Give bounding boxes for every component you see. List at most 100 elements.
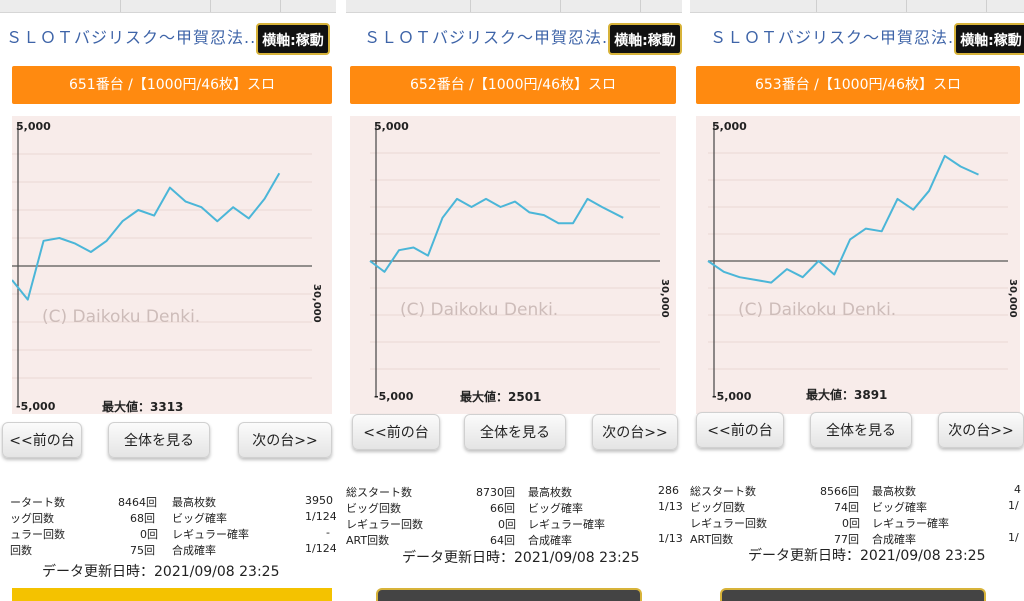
machine-number-bar[interactable]: 652番台 /【1000円/46枚】スロ: [350, 66, 676, 104]
data-updated-time: データ更新日時：2021/09/08 23:25: [42, 564, 280, 580]
slump-chart: 5,000 -5,000 30,000 (C) Daikoku Denki. 最大値：…: [12, 116, 332, 414]
x-axis-mode-button[interactable]: 横軸:稼動: [954, 23, 1024, 55]
stat-label: ビッグ確率: [172, 512, 227, 525]
stat-value: 1/124: [305, 542, 336, 555]
view-all-button[interactable]: 全体を見る: [810, 412, 912, 448]
view-all-button[interactable]: 全体を見る: [464, 414, 566, 450]
view-all-button[interactable]: 全体を見る: [108, 422, 210, 458]
max-value-label: 最大値：2501: [460, 390, 542, 404]
stat-value: 1/13: [658, 532, 682, 545]
stat-label: 最高枚数: [872, 485, 916, 498]
stat-label: レギュラー確率: [528, 518, 605, 531]
x-tick-label-right: 30,000: [311, 284, 322, 323]
prev-machine-button[interactable]: <<前の台: [696, 412, 784, 448]
x-tick-label-right: 30,000: [659, 279, 670, 318]
machine-number-bar[interactable]: 653番台 /【1000円/46枚】スロ: [696, 66, 1020, 104]
stat-value: 1/13: [658, 500, 682, 513]
panel-machine-651: ＳＬＯＴバジリスク～甲賀忍法... 横軸:稼動 651番台 /【1000円/46…: [0, 0, 336, 601]
prev-machine-button[interactable]: <<前の台: [2, 422, 82, 458]
machine-number-bar[interactable]: 651番台 /【1000円/46枚】スロ: [12, 66, 332, 104]
stat-value: 68回: [130, 512, 155, 525]
stat-value: 8464回: [118, 496, 157, 509]
stat-label: 最高枚数: [528, 486, 572, 499]
top-tab-strip: [690, 0, 1024, 13]
top-tab-strip: [346, 0, 682, 13]
stat-label: レギュラー確率: [172, 528, 249, 541]
slump-chart: 5,000 -5,000 30,000 (C) Daikoku Denki. 最大値：…: [350, 116, 676, 414]
stat-value: 0回: [498, 518, 516, 531]
stat-label: 最高枚数: [172, 496, 216, 509]
stat-value: 0回: [140, 528, 158, 541]
machine-title: ＳＬＯＴバジリスク～甲賀忍法...: [364, 28, 621, 47]
stat-label: 合成確率: [528, 534, 572, 547]
machine-title: ＳＬＯＴバジリスク～甲賀忍法...: [710, 28, 967, 47]
y-tick-label-top: 5,000: [16, 120, 51, 133]
stat-value: -: [326, 526, 330, 539]
bottom-button-edge: [720, 588, 986, 601]
stat-label: ART回数: [690, 533, 734, 546]
watermark: (C) Daikoku Denki.: [400, 300, 558, 320]
data-updated-time: データ更新日時：2021/09/08 23:25: [402, 550, 640, 566]
x-axis-mode-button[interactable]: 横軸:稼動: [256, 23, 330, 55]
stat-label: ュラー回数: [10, 528, 65, 541]
stat-label: ビッグ確率: [872, 501, 927, 514]
slump-series-line: [369, 197, 624, 273]
slump-chart-svg: 5,000 -5,000 30,000 (C) Daikoku Denki.: [369, 120, 670, 403]
bottom-button-edge: [376, 588, 642, 601]
stat-value: 1/124: [305, 510, 336, 523]
y-tick-label-bottom: -5,000: [712, 390, 752, 403]
prev-machine-button[interactable]: <<前の台: [352, 414, 440, 450]
watermark: (C) Daikoku Denki.: [42, 307, 200, 327]
stat-label: 総スタート数: [690, 485, 756, 498]
stat-label: ビッグ回数: [690, 501, 745, 514]
stat-label: ビッグ確率: [528, 502, 583, 515]
stat-label: ータート数: [10, 496, 65, 509]
stat-value: 77回: [834, 533, 859, 546]
y-tick-label-top: 5,000: [374, 120, 409, 133]
panel-machine-653: ＳＬＯＴバジリスク～甲賀忍法... 横軸:稼動 653番台 /【1000円/46…: [690, 0, 1024, 601]
slump-chart: 5,000 -5,000 30,000 (C) Daikoku Denki. 最大値：…: [696, 116, 1020, 414]
stat-value: 64回: [490, 534, 515, 547]
stat-label: レギュラー回数: [690, 517, 767, 530]
stat-label: ビッグ回数: [346, 502, 401, 515]
stat-label: 回数: [10, 544, 32, 557]
stat-value: 75回: [130, 544, 155, 557]
stat-label: 合成確率: [172, 544, 216, 557]
max-value-label: 最大値：3891: [806, 388, 888, 402]
x-tick-label-right: 30,000: [1007, 279, 1018, 318]
y-tick-label-top: 5,000: [712, 120, 747, 133]
stat-label: 総スタート数: [346, 486, 412, 499]
stat-value: 0回: [842, 517, 860, 530]
stat-value: 3950: [305, 494, 333, 507]
data-updated-time: データ更新日時：2021/09/08 23:25: [748, 548, 986, 564]
stat-value: 8730回: [476, 486, 515, 499]
y-tick-label-bottom: -5,000: [374, 390, 414, 403]
max-value-label: 最大値：3313: [102, 400, 184, 414]
y-tick-label-bottom: -5,000: [16, 400, 56, 413]
machine-stats: 総スタート数 8730回 最高枚数 286 ビッグ回数 66回 ビッグ確率 1/…: [346, 484, 682, 574]
stat-value: 1/: [1008, 531, 1019, 544]
stat-value: 4: [1014, 483, 1021, 496]
stat-value: 286: [658, 484, 679, 497]
stat-label: ART回数: [346, 534, 390, 547]
machine-title: ＳＬＯＴバジリスク～甲賀忍法...: [6, 28, 263, 47]
slump-chart-svg: 5,000 -5,000 30,000 (C) Daikoku Denki.: [12, 120, 322, 413]
slump-series-line: [12, 172, 281, 301]
slump-series-line: [707, 154, 979, 284]
watermark: (C) Daikoku Denki.: [738, 300, 896, 320]
x-axis-mode-button[interactable]: 横軸:稼動: [608, 23, 682, 55]
slump-chart-svg: 5,000 -5,000 30,000 (C) Daikoku Denki.: [707, 120, 1018, 403]
stat-label: レギュラー回数: [346, 518, 423, 531]
next-machine-button[interactable]: 次の台>>: [938, 412, 1024, 448]
machine-stats: 総スタート数 8566回 最高枚数 4 ビッグ回数 74回 ビッグ確率 1/ レ…: [690, 483, 1024, 573]
next-machine-button[interactable]: 次の台>>: [592, 414, 678, 450]
next-machine-button[interactable]: 次の台>>: [238, 422, 332, 458]
stat-label: 合成確率: [872, 533, 916, 546]
stat-label: レギュラー確率: [872, 517, 949, 530]
machine-stats: ータート数 8464回 最高枚数 3950 ッグ回数 68回 ビッグ確率 1/1…: [0, 494, 336, 584]
stat-value: 66回: [490, 502, 515, 515]
stat-value: 1/: [1008, 499, 1019, 512]
stat-value: 8566回: [820, 485, 859, 498]
stat-label: ッグ回数: [10, 512, 54, 525]
stat-value: 74回: [834, 501, 859, 514]
